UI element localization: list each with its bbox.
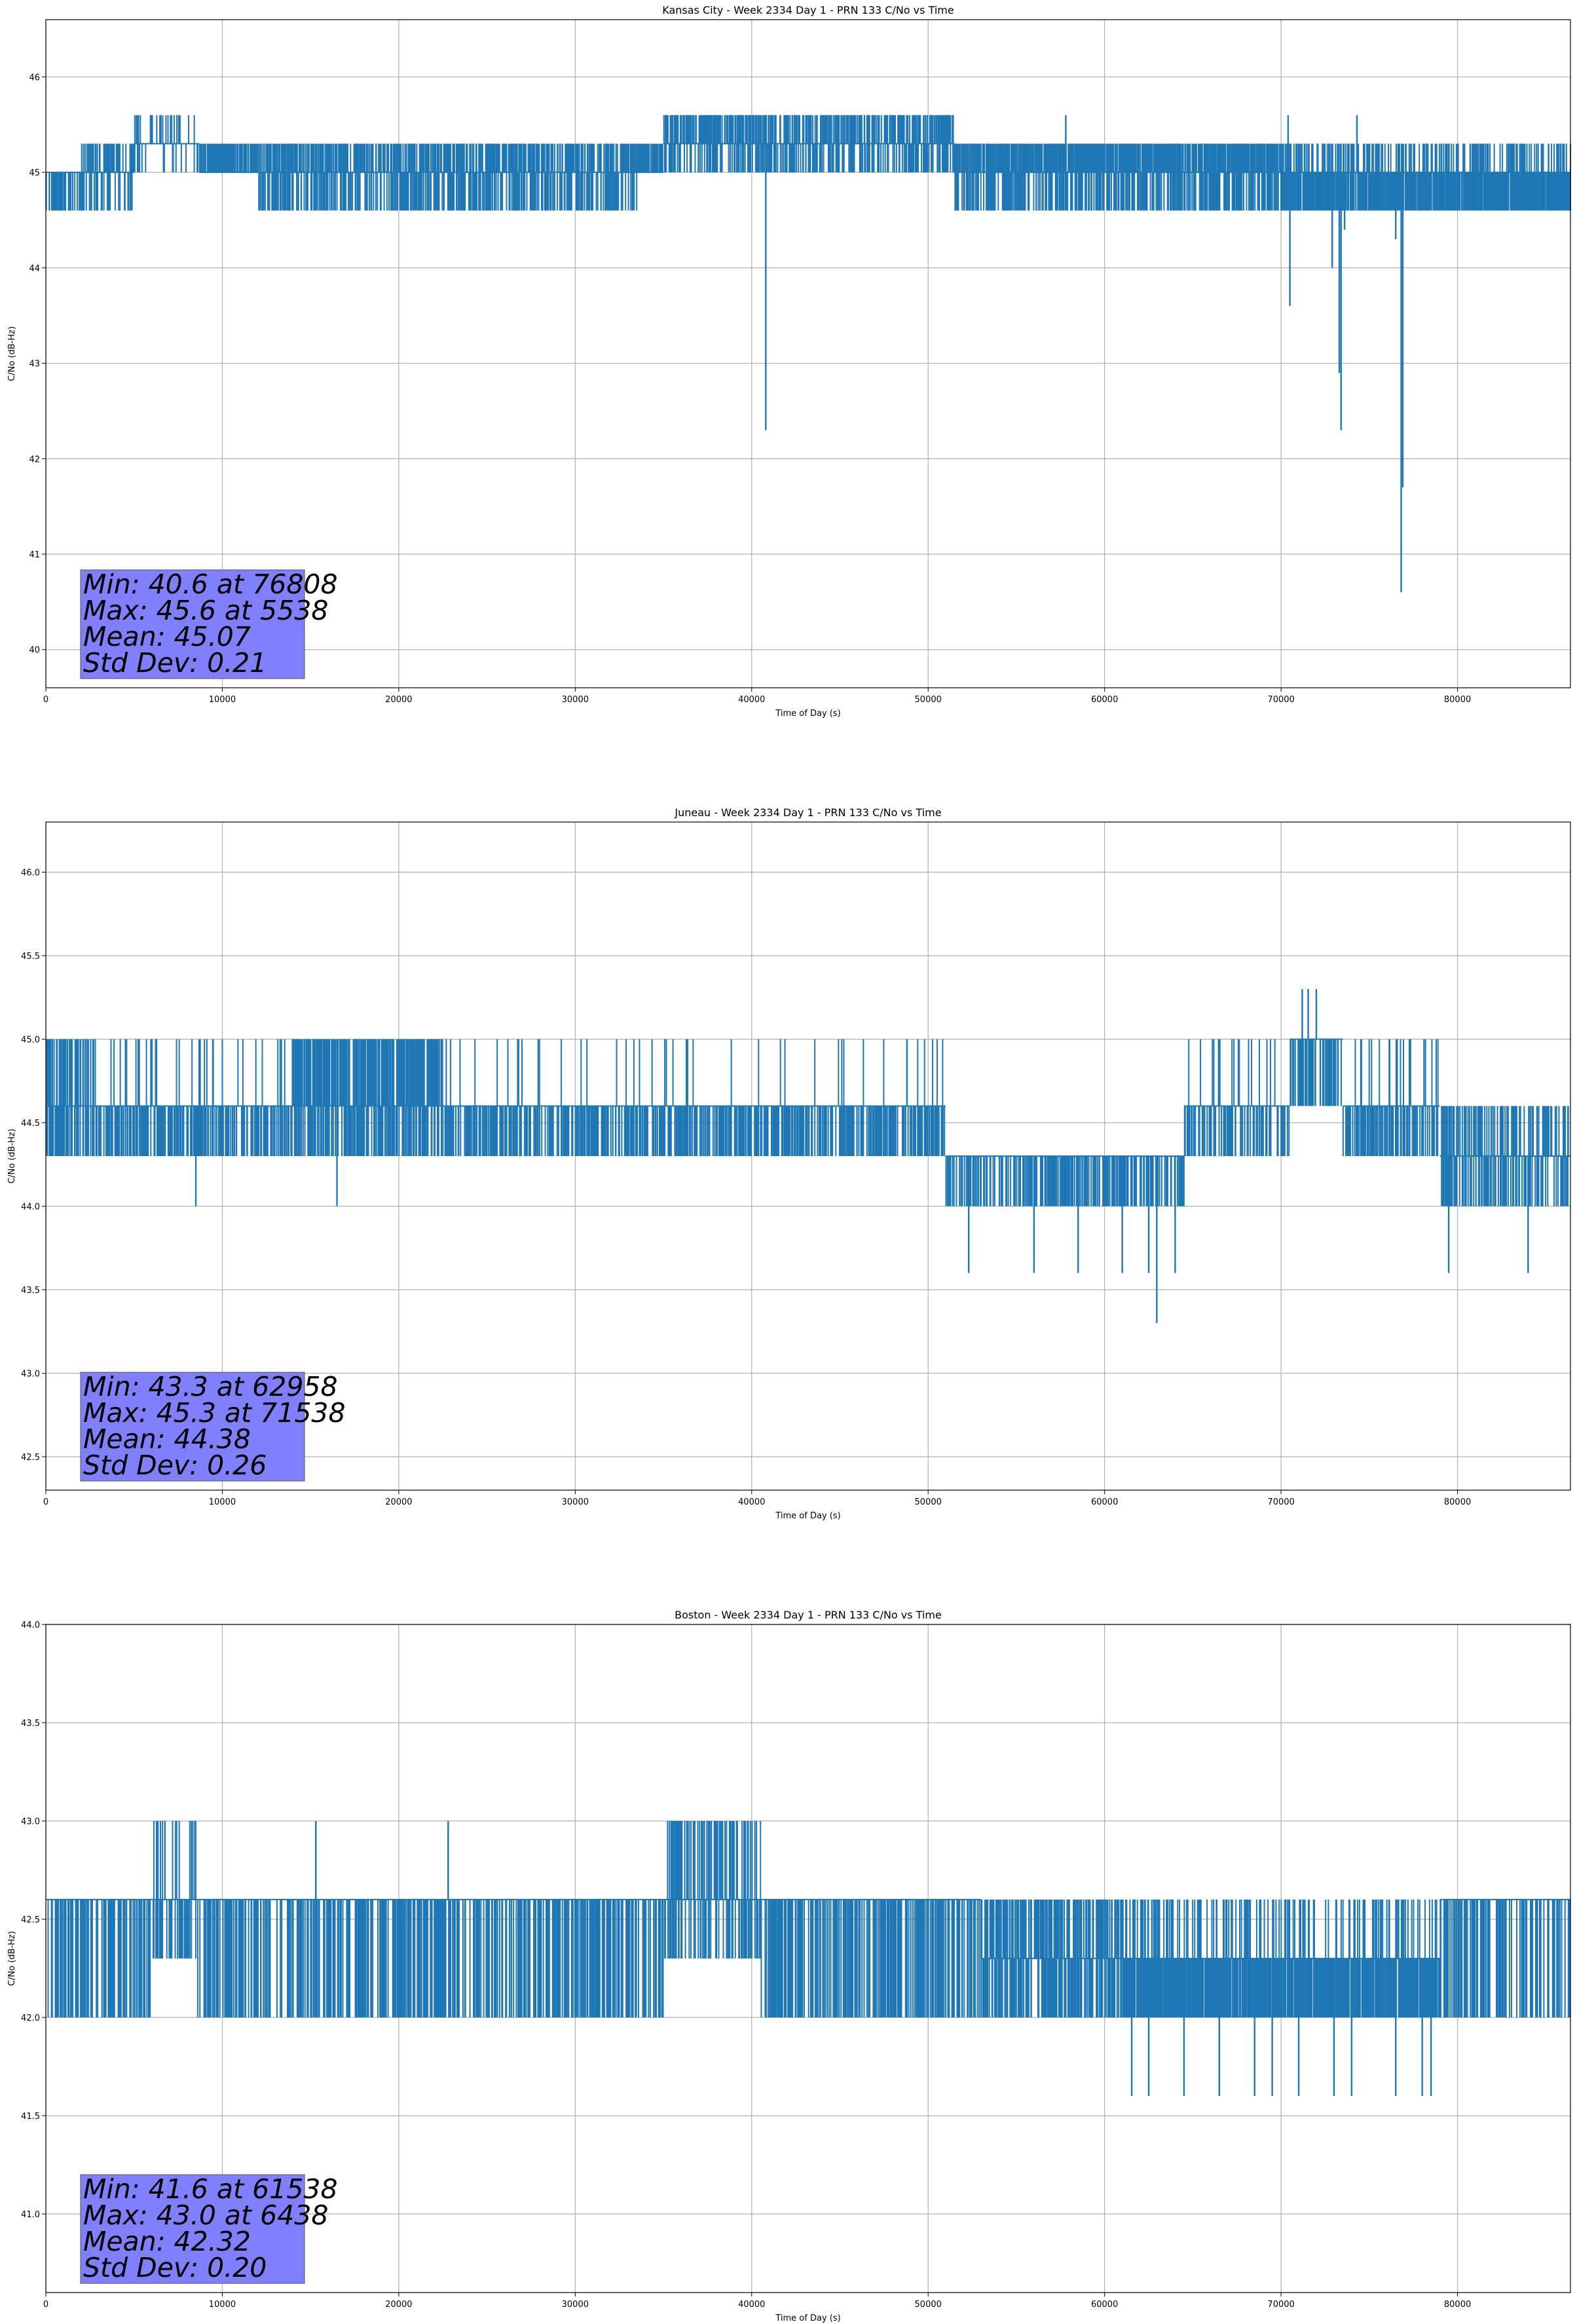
chart-title: Juneau - Week 2334 Day 1 - PRN 133 C/No … [674,806,941,819]
stats-line: Min: 40.6 at 76808 [83,569,338,600]
y-tick-label: 45.5 [21,952,40,962]
stats-box [80,1372,305,1482]
x-tick-label: 30000 [562,1497,589,1507]
y-tick-label: 44.5 [21,1119,40,1129]
x-tick-label: 10000 [209,1497,236,1507]
x-tick-label: 40000 [738,2300,765,2310]
x-tick-label: 50000 [915,2300,942,2310]
x-tick-label: 20000 [385,2300,412,2310]
y-tick-label: 44 [29,264,40,274]
y-axis-label: C/No (dB-Hz) [7,326,17,381]
y-tick-label: 43 [29,360,40,369]
x-tick-label: 80000 [1444,695,1471,705]
y-tick-label: 42 [29,455,40,464]
x-tick-label: 60000 [1091,695,1118,705]
y-tick-label: 44.0 [21,1621,40,1630]
y-axis-label: C/No (dB-Hz) [7,1129,17,1184]
chart-title: Kansas City - Week 2334 Day 1 - PRN 133 … [662,4,954,16]
y-tick-label: 46 [29,73,40,83]
y-tick-label: 41.5 [21,2112,40,2122]
chart-title: Boston - Week 2334 Day 1 - PRN 133 C/No … [675,1609,942,1621]
y-tick-label: 42.5 [21,1453,40,1463]
x-tick-label: 80000 [1444,1497,1471,1507]
stats-line: Std Dev: 0.21 [83,647,267,679]
plot-frame [45,19,1571,688]
y-tick-label: 40 [29,646,40,656]
stats-line: Std Dev: 0.26 [83,1450,267,1481]
stats-box [80,569,305,679]
chart-panel-2: Juneau - Week 2334 Day 1 - PRN 133 C/No … [7,806,1571,1521]
series-line [45,989,1570,1323]
chart-panel-3: Boston - Week 2334 Day 1 - PRN 133 C/No … [7,1609,1571,2323]
x-tick-label: 10000 [209,695,236,705]
x-tick-label: 40000 [738,695,765,705]
y-tick-label: 44.0 [21,1203,40,1212]
x-tick-label: 0 [43,695,48,705]
x-axis-label: Time of Day (s) [775,709,840,719]
x-tick-label: 0 [43,1497,48,1507]
x-tick-label: 10000 [209,2300,236,2310]
x-tick-label: 50000 [915,1497,942,1507]
stats-line: Max: 45.6 at 5538 [83,595,329,626]
x-axis-label: Time of Day (s) [775,1511,840,1521]
y-tick-label: 41.0 [21,2210,40,2220]
x-tick-label: 50000 [915,695,942,705]
y-tick-label: 43.0 [21,1817,40,1827]
y-tick-label: 42.5 [21,1915,40,1925]
chart-panel-1: Kansas City - Week 2334 Day 1 - PRN 133 … [7,4,1571,719]
y-tick-label: 43.5 [21,1719,40,1729]
x-tick-label: 20000 [385,695,412,705]
y-tick-label: 45 [29,168,40,178]
x-tick-label: 30000 [562,2300,589,2310]
series-line [45,115,1571,593]
x-tick-label: 20000 [385,1497,412,1507]
x-tick-label: 40000 [738,1497,765,1507]
x-tick-label: 70000 [1267,695,1294,705]
stats-line: Mean: 44.38 [83,1423,251,1455]
y-tick-label: 43.0 [21,1370,40,1379]
x-tick-label: 0 [43,2300,48,2310]
x-tick-label: 70000 [1267,1497,1294,1507]
stats-line: Min: 43.3 at 62958 [83,1371,338,1402]
y-tick-label: 46.0 [21,869,40,878]
plot-frame [45,821,1571,1491]
x-tick-label: 60000 [1091,1497,1118,1507]
x-tick-label: 70000 [1267,2300,1294,2310]
y-tick-label: 43.5 [21,1286,40,1296]
x-tick-label: 60000 [1091,2300,1118,2310]
y-tick-label: 41 [29,550,40,560]
series-line [46,1821,1571,2096]
stats-line: Mean: 45.07 [83,621,251,652]
y-tick-label: 42.0 [21,2014,40,2023]
x-tick-label: 80000 [1444,2300,1471,2310]
stats-line: Max: 45.3 at 71538 [83,1397,346,1429]
x-tick-label: 30000 [562,695,589,705]
y-tick-label: 45.0 [21,1036,40,1045]
